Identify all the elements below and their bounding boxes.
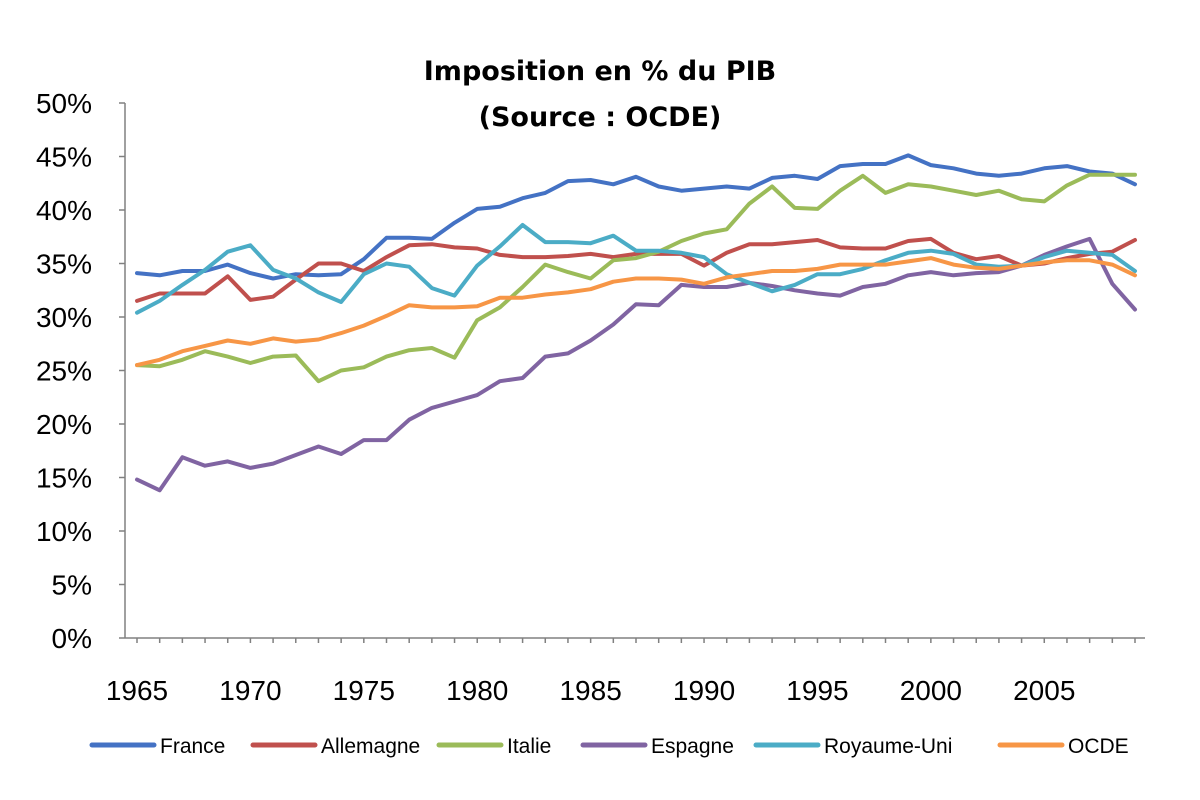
series-line-italie [135, 172, 1137, 384]
y-tick-label: 50% [36, 88, 92, 119]
x-tick-label: 1990 [673, 675, 735, 706]
x-tick-label: 1970 [219, 675, 281, 706]
legend: France Allemagne Italie Espagne Royaume-Uni O… [89, 735, 1129, 758]
x-tick-label: 1980 [446, 675, 508, 706]
y-tick-label: 15% [36, 463, 92, 494]
y-tick-label: 25% [36, 356, 92, 387]
y-tick-label: 35% [36, 249, 92, 280]
y-tick-label: 45% [36, 142, 92, 173]
x-tick-label: 1985 [559, 675, 621, 706]
x-tick-label: 1965 [106, 675, 168, 706]
chart-title: Imposition en % du PIB [424, 56, 776, 87]
x-tick-label: 2005 [1013, 675, 1075, 706]
chart-subtitle: (Source : OCDE) [479, 102, 722, 133]
series-line-allemagne [135, 236, 1137, 303]
legend-label-espagne: Espagne [651, 735, 734, 758]
series-line-royaume-uni [135, 223, 1137, 315]
y-tick-label: 40% [36, 195, 92, 226]
series-line-espagne [135, 236, 1137, 493]
y-tick-label: 10% [36, 516, 92, 547]
x-axis-ticks: 1965 1970 1975 1980 1985 1990 1995 2000 2005 [106, 638, 1136, 706]
y-tick-label: 30% [36, 302, 92, 333]
legend-label-ocde: OCDE [1068, 735, 1129, 758]
legend-label-italie: Italie [507, 735, 551, 758]
x-tick-label: 1995 [786, 675, 848, 706]
legend-label-royaume-uni: Royaume-Uni [824, 735, 952, 758]
legend-label-france: France [160, 735, 225, 758]
y-tick-label: 5% [52, 570, 92, 601]
series-line-ocde [135, 256, 1137, 368]
legend-label-allemagne: Allemagne [321, 735, 420, 758]
y-tick-label: 0% [52, 623, 92, 654]
y-tick-label: 20% [36, 409, 92, 440]
axes [124, 103, 1145, 639]
x-tick-label: 1975 [333, 675, 395, 706]
series-lines [135, 153, 1137, 493]
y-axis-ticks: 0% 5% 10% 15% 20% 25% 30% 35% 40% 45% 50% [36, 88, 125, 654]
x-tick-label: 2000 [900, 675, 962, 706]
